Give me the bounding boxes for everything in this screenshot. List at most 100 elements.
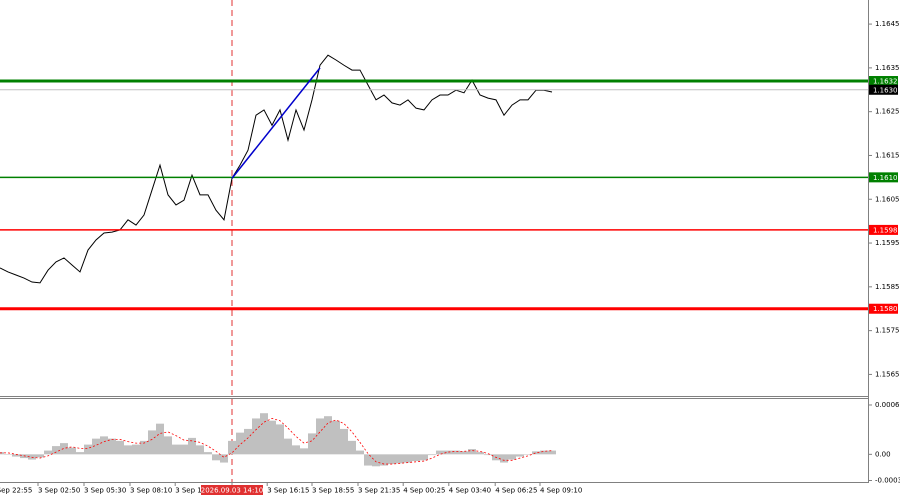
histogram-bar (412, 454, 420, 462)
histogram-bar (100, 436, 108, 455)
level-label-box (869, 84, 898, 95)
histogram-bar (156, 423, 164, 455)
histogram-bar (460, 451, 468, 455)
histogram-bar (428, 454, 436, 456)
y-tick-label: 1.1585 (875, 283, 900, 291)
y-tick-label: 1.1645 (875, 20, 900, 28)
histogram-bar (308, 433, 316, 455)
histogram-bar (396, 454, 404, 464)
y-tick-label: 1.1615 (875, 151, 900, 159)
histogram-bar (84, 444, 92, 455)
x-tick-label: 3 Sep 08:10 (130, 487, 172, 495)
histogram-bar (148, 430, 156, 455)
histogram-bar (260, 413, 268, 455)
histogram-bar (108, 438, 116, 455)
level-label: 1.1580 (873, 305, 898, 313)
histogram-bar (404, 454, 412, 463)
histogram-bar (268, 420, 276, 455)
y-tick-label: 1.1635 (875, 64, 900, 72)
histogram-bar (436, 450, 444, 455)
histogram-bar (4, 454, 12, 455)
histogram-bar (236, 432, 244, 455)
histogram-bar (44, 450, 52, 455)
price-line (0, 54, 553, 284)
histogram-bar (76, 452, 84, 455)
histogram-bar (116, 440, 124, 455)
histogram-bar (124, 445, 132, 455)
x-tick-label: 2026.09.03 14:10 (201, 487, 263, 495)
histogram-bar (548, 450, 556, 455)
histogram-bar (532, 451, 540, 455)
histogram-bar (140, 440, 148, 455)
histogram-bar (364, 454, 372, 466)
histogram-bar (476, 452, 484, 455)
histogram-bar (36, 454, 44, 458)
x-tick-label: 3 Sep 21:35 (358, 487, 400, 495)
histogram-bar (348, 440, 356, 455)
histogram-bar (420, 454, 428, 461)
histogram-bar (508, 454, 516, 460)
level-label-box (869, 76, 898, 87)
histogram-bar (484, 454, 492, 456)
histogram-bar (180, 444, 188, 455)
histogram-bar (172, 444, 180, 455)
histogram-bar (284, 438, 292, 455)
x-tick-label: 3 Sep 16:15 (267, 487, 309, 495)
histogram-bar (188, 437, 196, 455)
x-tick-label: 2 Sep 22:55 (0, 487, 32, 495)
histogram-bar (12, 454, 20, 457)
histogram-bar (60, 443, 68, 455)
histogram-bar (252, 418, 260, 455)
histogram-bar (332, 420, 340, 455)
histogram-bar (340, 428, 348, 455)
y-tick-label: 1.1565 (875, 370, 900, 378)
histogram-bar (204, 452, 212, 455)
histogram-bar (68, 447, 76, 455)
histogram-bar (524, 454, 532, 455)
x-tick-label: 4 Sep 00:25 (403, 487, 445, 495)
x-tick-label: 3 Sep 05:30 (84, 487, 126, 495)
x-tick-label: 4 Sep 09:10 (540, 487, 582, 495)
level-label: 1.1630 (873, 86, 898, 94)
y-tick-label: 0.00 (875, 450, 891, 458)
level-label-box (869, 303, 898, 314)
x-tick-label: 4 Sep 06:25 (495, 487, 537, 495)
histogram-bar (452, 450, 460, 455)
histogram-bar (92, 438, 100, 455)
histogram-bar (500, 454, 508, 463)
histogram-bar (276, 424, 284, 455)
histogram-bar (356, 450, 364, 455)
y-tick-label: 0.00066 (875, 401, 900, 409)
y-tick-label: 1.1625 (875, 108, 900, 116)
x-tick-label: 3 Sep 18:55 (312, 487, 354, 495)
level-label-box (869, 172, 898, 183)
histogram-bar (540, 450, 548, 455)
histogram-bar (300, 448, 308, 455)
x-tick-label: 3 Sep 10:50 (175, 487, 217, 495)
histogram-bar (212, 454, 220, 461)
x-tick-highlight (201, 485, 263, 495)
histogram-bar (372, 454, 380, 467)
y-tick-label: 1.1595 (875, 239, 900, 247)
y-tick-label: 1.1605 (875, 195, 900, 203)
histogram-bar (220, 454, 228, 463)
histogram-bar (516, 454, 524, 457)
histogram-bar (388, 454, 396, 465)
y-tick-label: -0.00035 (875, 477, 900, 485)
histogram-bar (196, 445, 204, 455)
histogram-bar (52, 446, 60, 455)
histogram-bar (444, 450, 452, 455)
histogram-bar (164, 436, 172, 455)
level-label: 1.1632 (873, 78, 898, 86)
y-tick-label: 1.1575 (875, 327, 900, 335)
histogram-bar (228, 440, 236, 455)
histogram-bar (244, 428, 252, 455)
histogram-bar (380, 454, 388, 466)
level-label: 1.1598 (873, 226, 898, 234)
trend-line (231, 67, 321, 179)
signal-line (0, 418, 553, 465)
level-label-box (869, 224, 898, 235)
level-label: 1.1610 (873, 174, 898, 182)
